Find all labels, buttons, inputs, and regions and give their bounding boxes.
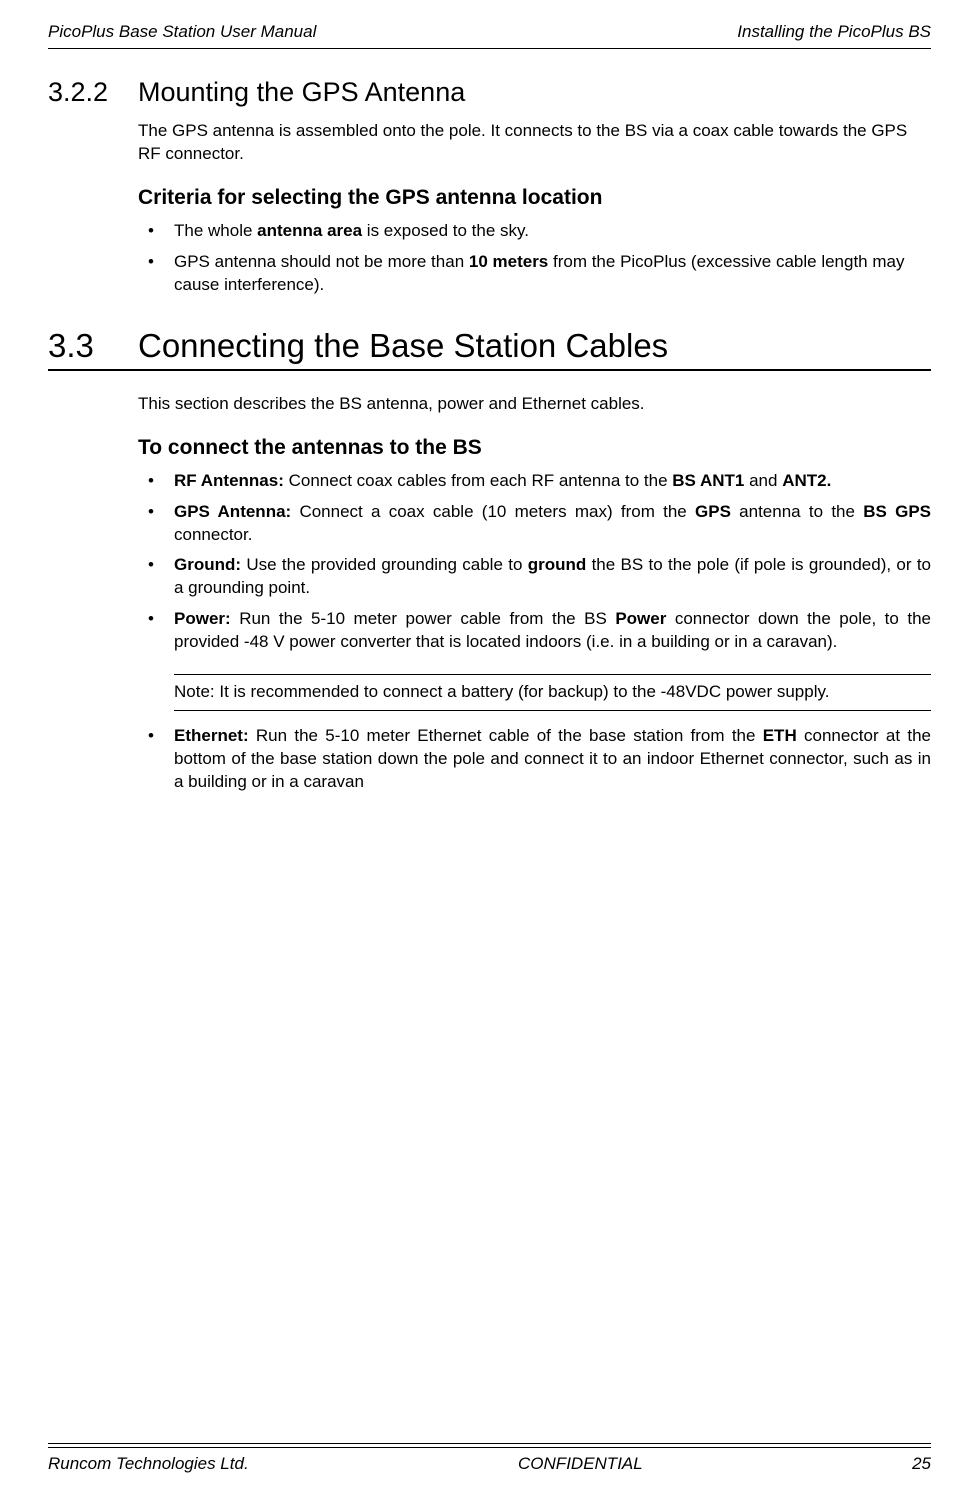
criteria-item-2: GPS antenna should not be more than 10 m… — [138, 251, 931, 297]
text-bold: 10 meters — [469, 252, 548, 271]
section-number: 3.3 — [48, 327, 138, 365]
text-post: is exposed to the sky. — [362, 221, 529, 240]
criteria-subheading: Criteria for selecting the GPS antenna l… — [138, 186, 931, 210]
bold1: ETH — [763, 726, 797, 745]
criteria-list: The whole antenna area is exposed to the… — [138, 220, 931, 297]
text-pre: The whole — [174, 221, 257, 240]
rf-antennas-item: RF Antennas: Connect coax cables from ea… — [138, 470, 931, 493]
header-left: PicoPlus Base Station User Manual — [48, 22, 316, 42]
bold1: Power — [615, 609, 666, 628]
item-label: GPS Antenna: — [174, 502, 291, 521]
section-title: Connecting the Base Station Cables — [138, 327, 668, 365]
mid: and — [744, 471, 782, 490]
criteria-item-1: The whole antenna area is exposed to the… — [138, 220, 931, 243]
item-label: Power: — [174, 609, 231, 628]
section-title: Mounting the GPS Antenna — [138, 77, 465, 108]
text-pre: Use the provided grounding cable to — [241, 555, 528, 574]
gps-antenna-item: GPS Antenna: Connect a coax cable (10 me… — [138, 501, 931, 547]
ground-item: Ground: Use the provided grounding cable… — [138, 554, 931, 600]
text-pre: GPS antenna should not be more than — [174, 252, 469, 271]
item-label: Ground: — [174, 555, 241, 574]
section-3-2-2-heading: 3.2.2 Mounting the GPS Antenna — [48, 77, 931, 108]
mid: antenna to the — [731, 502, 863, 521]
header-right: Installing the PicoPlus BS — [737, 22, 931, 42]
bold1: BS ANT1 — [672, 471, 744, 490]
text-pre: Connect coax cables from each RF antenna… — [284, 471, 672, 490]
section-3-3-heading: 3.3 Connecting the Base Station Cables — [48, 327, 931, 371]
text-pre: Run the 5-10 meter Ethernet cable of the… — [249, 726, 763, 745]
footer-right: 25 — [912, 1454, 931, 1474]
connect-list: RF Antennas: Connect coax cables from ea… — [138, 470, 931, 655]
page-footer: Runcom Technologies Ltd. CONFIDENTIAL 25 — [48, 1447, 931, 1474]
section-3-2-2-intro: The GPS antenna is assembled onto the po… — [138, 120, 931, 166]
footer-left: Runcom Technologies Ltd. — [48, 1454, 249, 1474]
connect-subheading: To connect the antennas to the BS — [138, 436, 931, 460]
text-pre: Connect a coax cable (10 meters max) fro… — [291, 502, 695, 521]
page-header: PicoPlus Base Station User Manual Instal… — [48, 22, 931, 49]
text-bold: antenna area — [257, 221, 362, 240]
bold2: ANT2. — [782, 471, 831, 490]
post: connector. — [174, 525, 252, 544]
bold2: BS GPS — [863, 502, 931, 521]
connect-list-continued: Ethernet: Run the 5-10 meter Ethernet ca… — [138, 725, 931, 794]
text-pre: Run the 5-10 meter power cable from the … — [231, 609, 616, 628]
footer-center: CONFIDENTIAL — [518, 1454, 643, 1474]
item-label: RF Antennas: — [174, 471, 284, 490]
ethernet-item: Ethernet: Run the 5-10 meter Ethernet ca… — [138, 725, 931, 794]
item-label: Ethernet: — [174, 726, 249, 745]
power-item: Power: Run the 5-10 meter power cable fr… — [138, 608, 931, 654]
bold1: GPS — [695, 502, 731, 521]
bold1: ground — [528, 555, 587, 574]
section-3-3-intro: This section describes the BS antenna, p… — [138, 393, 931, 416]
page-content: PicoPlus Base Station User Manual Instal… — [0, 0, 979, 794]
footer-divider — [48, 1443, 931, 1444]
section-number: 3.2.2 — [48, 77, 138, 108]
note-text: Note: It is recommended to connect a bat… — [174, 682, 829, 701]
note-box: Note: It is recommended to connect a bat… — [174, 674, 931, 711]
